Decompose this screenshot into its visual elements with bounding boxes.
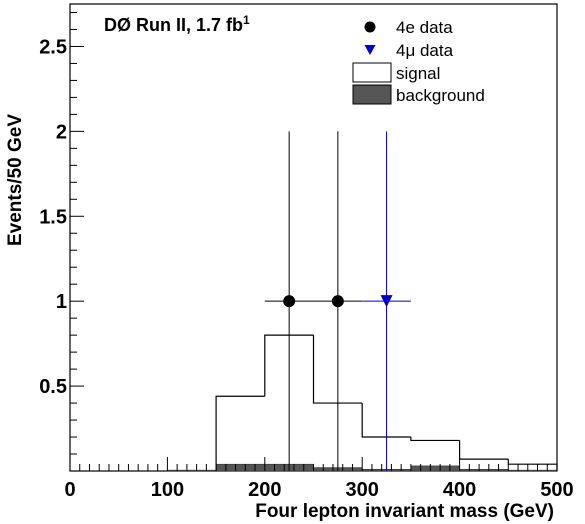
legend-marker-circle	[364, 21, 376, 33]
x-tick-label: 200	[248, 479, 281, 501]
y-ticks: 0.5 1 1.5 2 2.5	[39, 11, 84, 472]
background-bar	[167, 469, 217, 472]
x-ticks: 0 100 200 300 400 500	[64, 457, 574, 501]
legend-label: signal	[396, 64, 440, 83]
legend-label: 4μ data	[396, 41, 454, 60]
chart-title: DØ Run II, 1.7 fb1	[104, 13, 250, 35]
errorbar-layer	[264, 131, 411, 471]
signal-bar	[410, 437, 460, 442]
signal-bar	[264, 334, 314, 397]
histogram-layer	[167, 334, 558, 472]
signal-bar	[215, 395, 265, 471]
signal-bar	[507, 459, 558, 471]
signal-bar	[459, 440, 509, 460]
legend-label: background	[396, 86, 485, 105]
e-data-point	[331, 295, 344, 308]
y-tick-label: 1	[56, 291, 67, 313]
x-tick-label: 400	[443, 479, 476, 501]
y-tick-label: 2.5	[39, 36, 67, 58]
signal-bar	[312, 335, 363, 404]
legend-label: 4e data	[396, 18, 453, 37]
mu-data-point	[380, 295, 393, 308]
x-tick-label: 0	[64, 479, 75, 501]
x-tick-label: 300	[346, 479, 379, 501]
x-tick-label: 500	[540, 479, 573, 501]
legend-marker-triangle	[364, 45, 376, 55]
x-axis-title: Four lepton invariant mass (GeV)	[255, 501, 554, 522]
chart-title-superscript: 1	[243, 13, 250, 27]
legend-marker-box	[352, 62, 392, 83]
y-tick-label: 2	[56, 121, 67, 143]
y-tick-label: 1.5	[39, 206, 67, 228]
e-data-point	[283, 295, 296, 308]
signal-bar	[361, 403, 411, 438]
legend-marker-box	[352, 84, 392, 105]
chart-title-main: DØ Run II, 1.7 fb	[104, 15, 243, 35]
y-tick-label: 0.5	[39, 376, 67, 398]
x-tick-label: 100	[151, 479, 184, 501]
background-bar	[215, 463, 266, 472]
background-bar	[459, 469, 509, 472]
background-bar	[507, 469, 558, 472]
background-bar	[410, 465, 460, 472]
legend: 4e data 4μ data signal background	[352, 18, 485, 105]
y-axis-title: Events/50 GeV	[5, 114, 26, 246]
